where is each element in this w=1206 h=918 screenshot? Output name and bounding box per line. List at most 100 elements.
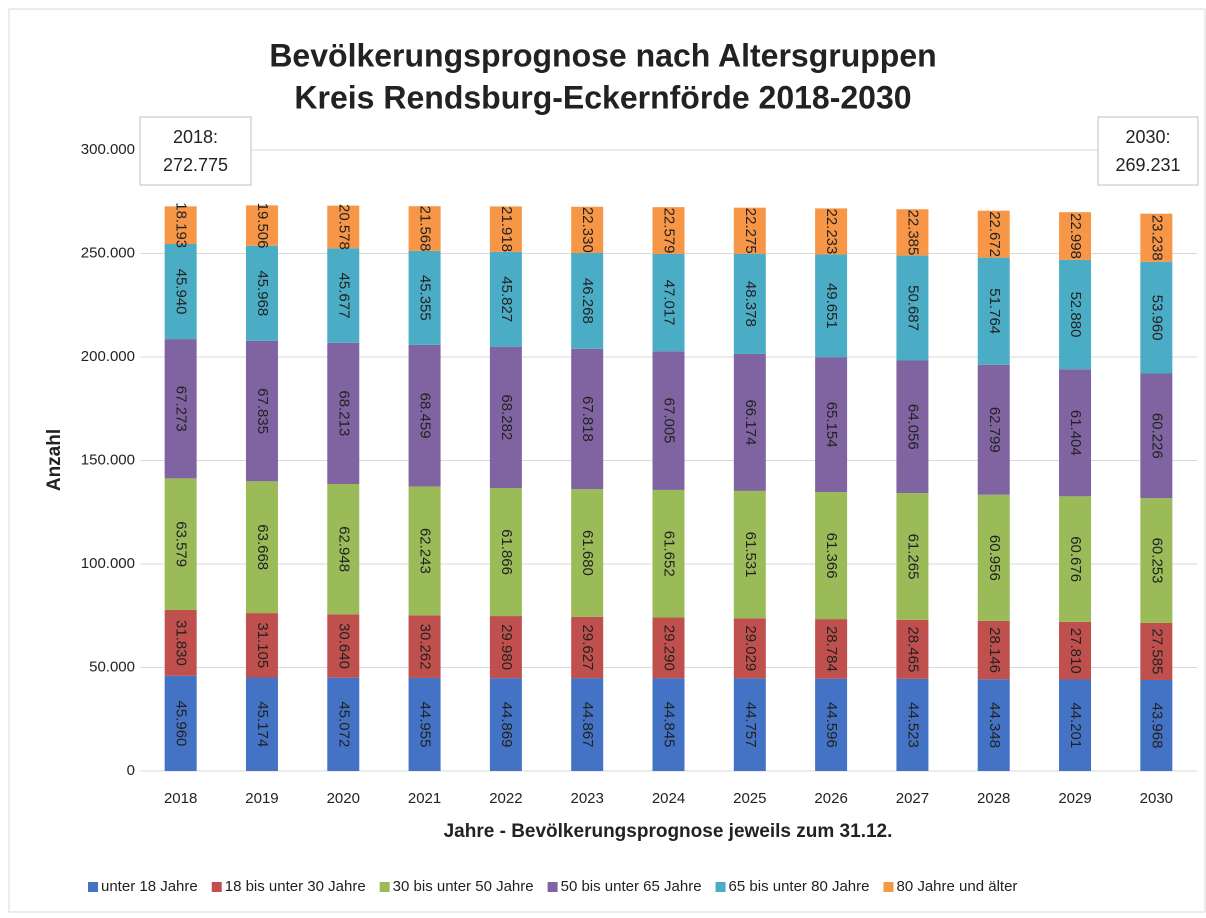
data-label: 49.651: [823, 283, 840, 329]
y-axis-title: Anzahl: [44, 429, 65, 491]
bar-segment: [1059, 259, 1092, 370]
bar-segment: [652, 617, 685, 679]
data-label: 19.506: [254, 203, 271, 249]
data-label: 44.955: [417, 702, 434, 748]
bar-segment: [977, 364, 1010, 495]
data-label: 61.680: [579, 530, 596, 576]
bar-segment: [245, 677, 278, 771]
bar-segment: [245, 245, 278, 341]
data-label: 60.676: [1067, 536, 1084, 582]
data-label: 22.275: [742, 208, 759, 254]
data-label: 46.268: [579, 278, 596, 324]
bar-segment: [327, 614, 360, 678]
data-label: 44.845: [661, 702, 678, 748]
legend-label: 30 bis unter 50 Jahre: [393, 878, 534, 895]
data-label: 44.348: [986, 702, 1003, 748]
y-tick-label: 300.000: [81, 141, 135, 158]
bar-segment: [1140, 498, 1173, 623]
bar-segment: [977, 620, 1010, 680]
x-tick-label: 2024: [652, 790, 685, 807]
bar-segment: [571, 489, 604, 617]
bar-segment: [571, 206, 604, 253]
bar-segment: [327, 677, 360, 771]
data-label: 50.687: [904, 285, 921, 331]
bar-segment: [977, 494, 1010, 621]
data-label: 68.213: [335, 390, 352, 436]
data-label: 60.956: [986, 535, 1003, 581]
bar-segment: [815, 492, 848, 620]
bar-segment: [489, 487, 522, 617]
legend-swatch: [715, 882, 726, 892]
data-label: 68.459: [417, 393, 434, 439]
data-label: 30.262: [417, 624, 434, 670]
data-label: 45.355: [417, 275, 434, 321]
data-label: 31.105: [254, 622, 271, 668]
bar-segment: [571, 678, 604, 771]
annotation-text: 2030:: [1125, 127, 1170, 147]
data-label: 62.243: [417, 528, 434, 574]
y-tick-label: 100.000: [81, 555, 135, 572]
x-tick-label: 2030: [1140, 790, 1173, 807]
data-label: 61.265: [904, 534, 921, 580]
y-tick-label: 0: [127, 762, 135, 779]
chart-title: Bevölkerungsprognose nach Altersgruppen: [269, 37, 936, 73]
bar-segment: [896, 619, 929, 679]
data-label: 31.830: [173, 620, 190, 666]
data-label: 44.596: [823, 702, 840, 748]
annotation-text: 2018:: [173, 127, 218, 147]
bar-segment: [164, 206, 197, 245]
data-label: 66.174: [742, 399, 759, 445]
x-axis-title: Jahre - Bevölkerungsprognose jeweils zum…: [444, 821, 893, 842]
data-label: 48.378: [742, 281, 759, 327]
data-label: 28.784: [823, 626, 840, 672]
data-label: 29.980: [498, 624, 515, 670]
bar-segment: [1059, 621, 1092, 680]
data-label: 67.005: [661, 398, 678, 444]
data-label: 20.578: [335, 204, 352, 250]
data-label: 45.072: [335, 701, 352, 747]
bar-segment: [652, 678, 685, 771]
data-label: 45.677: [335, 273, 352, 319]
bar-segment: [733, 353, 766, 491]
data-label: 44.757: [742, 702, 759, 748]
bar-segment: [164, 609, 197, 676]
data-label: 44.869: [498, 702, 515, 748]
x-tick-label: 2025: [733, 790, 766, 807]
bar-segment: [1140, 622, 1173, 680]
data-label: 44.523: [904, 702, 921, 748]
bar-segment: [327, 342, 360, 484]
bar-segment: [652, 253, 685, 352]
bar-segment: [896, 360, 929, 494]
data-label: 45.827: [498, 276, 515, 322]
data-label: 61.531: [742, 532, 759, 578]
data-label: 22.672: [986, 211, 1003, 257]
data-label: 52.880: [1067, 292, 1084, 338]
x-tick-label: 2019: [245, 790, 278, 807]
bar-segment: [245, 613, 278, 678]
bar-segment: [652, 351, 685, 490]
bar-segment: [896, 209, 929, 256]
bar-segment: [977, 257, 1010, 365]
bar-segment: [571, 616, 604, 679]
bar-segment: [1059, 679, 1092, 771]
data-label: 43.968: [1148, 703, 1165, 749]
data-label: 65.154: [823, 402, 840, 448]
data-label: 29.290: [661, 625, 678, 671]
data-label: 67.273: [173, 386, 190, 432]
y-tick-label: 250.000: [81, 244, 135, 261]
x-tick-label: 2020: [327, 790, 360, 807]
data-label: 23.238: [1148, 215, 1165, 261]
bar-segment: [733, 618, 766, 679]
bar-segment: [489, 346, 522, 488]
bar-segment: [815, 357, 848, 493]
data-label: 60.253: [1148, 538, 1165, 584]
x-tick-label: 2022: [489, 790, 522, 807]
bar-segment: [408, 615, 441, 678]
bar-segment: [245, 205, 278, 246]
data-label: 60.226: [1148, 413, 1165, 459]
bar-segment: [245, 340, 278, 482]
data-label: 62.948: [335, 526, 352, 572]
bar-segment: [815, 619, 848, 679]
bar-segment: [489, 206, 522, 252]
bar-segment: [896, 493, 929, 620]
